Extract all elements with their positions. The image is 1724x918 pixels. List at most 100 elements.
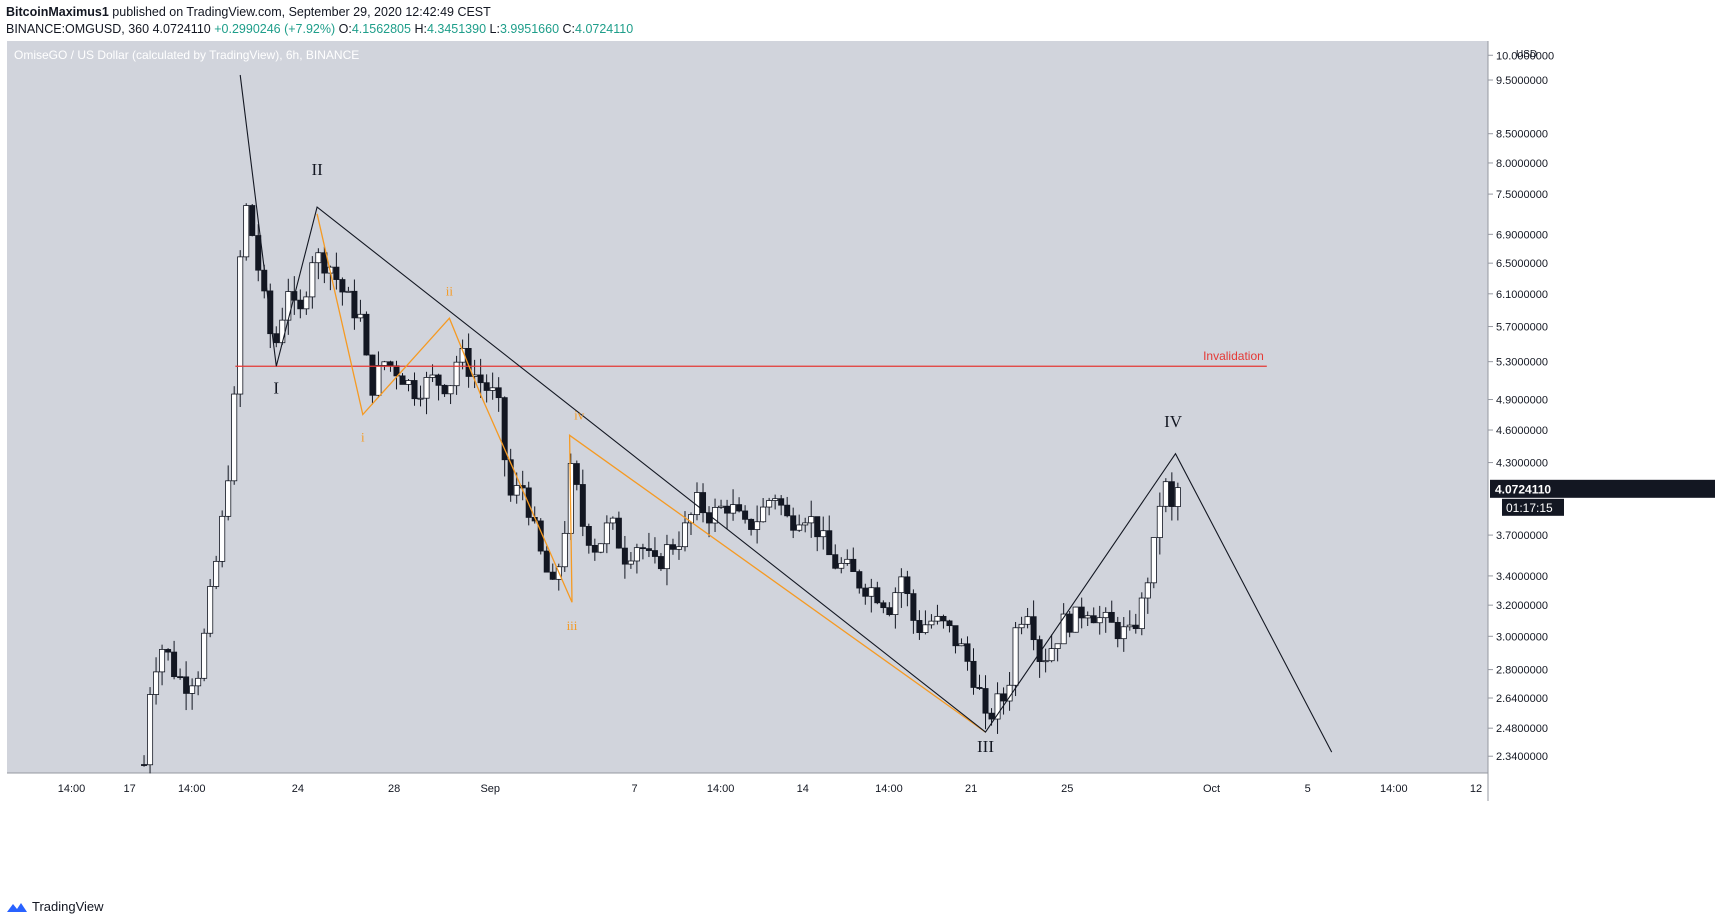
candle-body	[573, 463, 580, 485]
candle	[868, 578, 875, 613]
candle-body	[820, 530, 827, 538]
x-tick-label: 14:00	[1380, 783, 1408, 795]
candle	[730, 489, 737, 521]
x-tick-label: 17	[123, 783, 135, 795]
y-tick-label: 4.6000000	[1496, 425, 1548, 437]
last-price: 4.0724110	[152, 22, 211, 36]
candle	[856, 569, 863, 594]
candle-body	[603, 522, 610, 545]
candle	[453, 355, 460, 395]
candle	[429, 364, 436, 383]
candle-body	[874, 587, 881, 604]
candle-body	[748, 518, 755, 530]
candle	[970, 648, 977, 695]
candle	[808, 500, 815, 538]
candle	[706, 506, 713, 538]
candle-body	[958, 643, 965, 647]
candle-body	[411, 380, 418, 400]
candle-body	[663, 544, 670, 570]
candle-body	[712, 507, 719, 524]
candle-body	[898, 576, 905, 594]
candle-body	[465, 348, 472, 377]
candle	[297, 289, 304, 319]
candle-body	[880, 602, 887, 609]
candle-body	[1090, 615, 1097, 624]
candle	[700, 483, 707, 523]
candle-body	[700, 492, 707, 514]
y-tick-label: 3.4000000	[1496, 571, 1548, 583]
candle-body	[249, 205, 256, 236]
candle-body	[183, 676, 190, 694]
candle	[1150, 537, 1157, 589]
candle	[585, 523, 592, 554]
candle-body	[832, 554, 839, 569]
candle-body	[1078, 606, 1085, 619]
candle-body	[477, 374, 484, 384]
low-label: L:	[489, 22, 500, 36]
candle	[333, 252, 340, 290]
candle-body	[838, 563, 845, 569]
candle-body	[639, 547, 646, 550]
candle	[315, 248, 322, 280]
x-tick-label: 14:00	[875, 783, 903, 795]
candle-body	[1102, 611, 1109, 619]
candle	[447, 385, 454, 405]
candle-body	[609, 517, 616, 524]
candle	[832, 544, 839, 570]
candle	[1000, 687, 1007, 715]
candle-body	[207, 586, 214, 634]
candle	[147, 687, 154, 774]
candle	[639, 543, 646, 560]
candle-body	[447, 385, 454, 395]
candle	[561, 521, 568, 572]
candle	[940, 614, 947, 629]
candle	[760, 498, 767, 523]
candle-body	[549, 571, 556, 580]
candle	[802, 517, 809, 533]
candle	[141, 755, 148, 767]
candle	[1036, 635, 1043, 678]
candle	[477, 358, 484, 398]
y-tick-label: 2.4800000	[1496, 723, 1548, 735]
candle	[892, 587, 899, 629]
y-tick-label: 3.2000000	[1496, 600, 1548, 612]
candle-body	[1024, 616, 1031, 625]
author-name[interactable]: BitcoinMaximus1	[6, 5, 109, 19]
candle-body	[495, 387, 502, 399]
candle-body	[814, 516, 821, 538]
candle	[814, 516, 821, 552]
candle	[904, 570, 911, 607]
candle-body	[267, 290, 274, 335]
candle	[1162, 478, 1169, 513]
candle	[880, 600, 887, 614]
candle	[1096, 605, 1103, 635]
candle	[603, 515, 610, 554]
symbol-label: BINANCE:OMGUSD, 360	[6, 22, 150, 36]
y-tick-label: 3.7000000	[1496, 530, 1548, 542]
open-value: 4.1562805	[351, 22, 411, 36]
candle-body	[417, 397, 424, 400]
candle	[748, 518, 755, 536]
wave-label: iv	[574, 408, 585, 423]
candle-body	[1138, 597, 1145, 630]
candle	[976, 674, 983, 690]
x-tick-label: 14:00	[58, 783, 86, 795]
candle	[1174, 482, 1181, 521]
candle-body	[561, 532, 568, 568]
candle-body	[1108, 611, 1115, 623]
candle-body	[381, 361, 388, 366]
candle	[657, 552, 664, 571]
candle	[1012, 621, 1019, 697]
y-tick-label: 2.3400000	[1496, 751, 1548, 763]
candle-body	[357, 313, 364, 319]
candle-body	[718, 505, 725, 508]
currency-label: USD	[1516, 49, 1537, 60]
candle	[1042, 648, 1049, 673]
candle-body	[808, 516, 815, 524]
candle	[243, 203, 250, 261]
footer-brand[interactable]: TradingView	[32, 899, 104, 914]
candle	[321, 246, 328, 284]
candle-body	[339, 279, 346, 293]
candle-body	[1096, 617, 1103, 624]
